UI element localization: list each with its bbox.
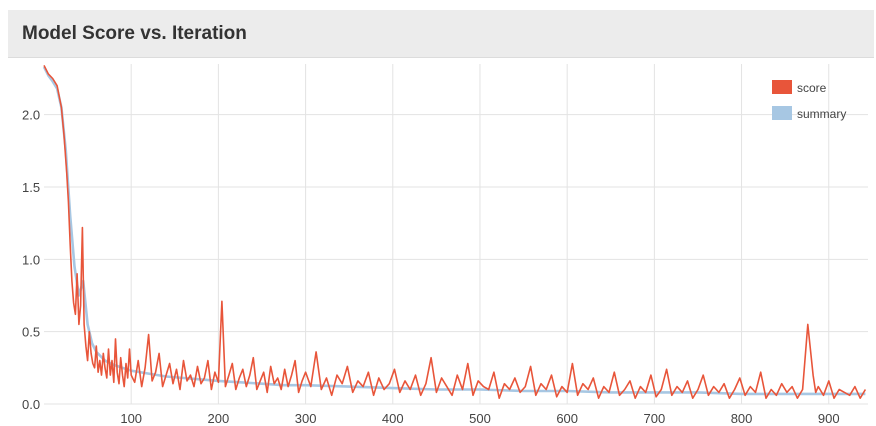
x-tick-label: 500	[469, 411, 491, 426]
grid	[44, 64, 868, 405]
y-tick-label: 2.0	[22, 108, 40, 123]
y-tick-label: 0.0	[22, 397, 40, 412]
x-tick-label: 900	[818, 411, 840, 426]
y-tick-label: 0.5	[22, 325, 40, 340]
series-line-summary	[42, 66, 866, 396]
x-tick-label: 300	[295, 411, 317, 426]
x-tick-label: 200	[208, 411, 230, 426]
x-tick-label: 100	[120, 411, 142, 426]
x-tick-label: 600	[556, 411, 578, 426]
panel-header: Model Score vs. Iteration	[8, 10, 874, 58]
legend-swatch-score	[772, 80, 792, 94]
x-tick-label: 700	[644, 411, 666, 426]
chart-title: Model Score vs. Iteration	[22, 23, 247, 44]
legend-label-summary: summary	[797, 107, 846, 121]
x-tick-label: 800	[731, 411, 753, 426]
series-line-score	[43, 65, 867, 400]
legend-label-score: score	[797, 81, 827, 95]
axis-labels: 100 200 300 400 500 600 700 800 900 0.0 0.5 1.0 1.5 2…	[22, 108, 840, 426]
legend-swatch-summary	[772, 106, 792, 120]
series-layer	[42, 65, 867, 400]
y-tick-label: 1.0	[22, 252, 40, 267]
y-tick-label: 1.5	[22, 180, 40, 195]
legend: score summary	[772, 80, 846, 121]
x-tick-label: 400	[382, 411, 404, 426]
